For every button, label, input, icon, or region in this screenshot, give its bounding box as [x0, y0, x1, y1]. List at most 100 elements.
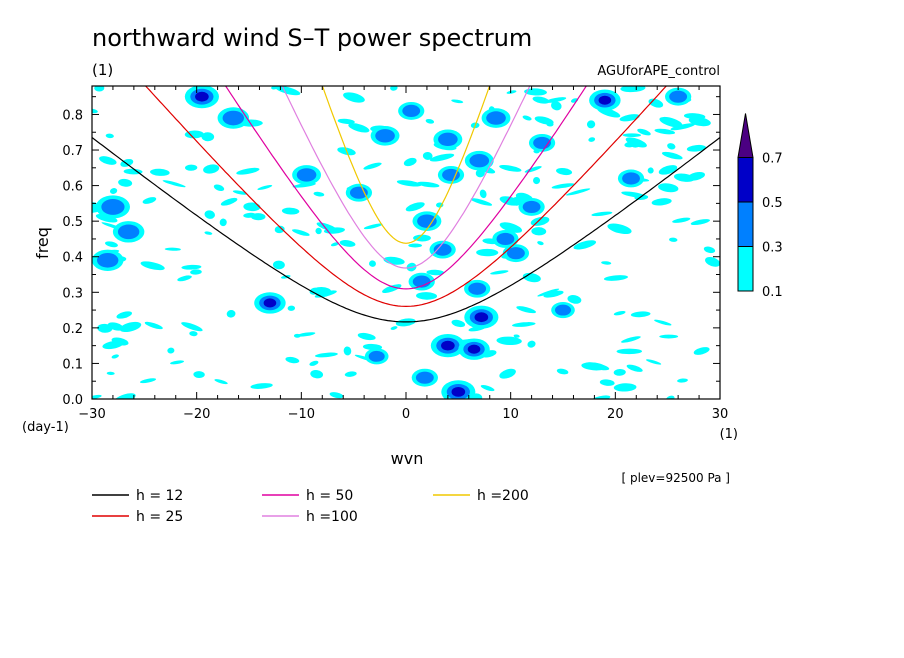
contour-patch-low — [339, 240, 356, 247]
contour-patch-low — [677, 378, 688, 383]
contour-patch-low — [619, 114, 640, 122]
x-axis-title: wvn — [391, 449, 424, 468]
contour-patch-low — [329, 392, 344, 399]
contour-patch-low — [621, 191, 647, 198]
contour-patch-low — [637, 128, 651, 136]
contour-patch-low — [565, 188, 591, 196]
contour-patch-low — [588, 137, 596, 142]
contour-patch-low — [534, 116, 554, 125]
y-tick-label: 0.2 — [62, 322, 83, 337]
contour-patch-low — [309, 287, 320, 295]
contour-patch-low — [658, 165, 678, 175]
contour-patch-low — [573, 240, 597, 250]
contour-patch-low — [630, 311, 651, 318]
contour-patch-low — [543, 290, 564, 298]
x-tick-label: 30 — [712, 407, 729, 422]
contour-patch — [554, 304, 572, 316]
contour-patch-low — [405, 202, 425, 212]
dispersion-curve-100 — [281, 86, 531, 269]
dispersion-curve-12 — [92, 137, 720, 323]
contour-patch-low — [496, 336, 522, 345]
contour-patch-low — [654, 319, 672, 326]
contour-patch-low — [673, 173, 695, 182]
contour-patch-low — [330, 242, 340, 247]
contour-patch-low — [670, 123, 696, 131]
contour-patch — [368, 350, 385, 362]
colorbar-segment — [737, 201, 754, 247]
contour-patch-low — [382, 284, 402, 293]
contour-patch-low — [533, 176, 541, 185]
contour-patch-low — [686, 144, 706, 152]
dispersion-curve-50 — [224, 86, 588, 290]
contour-patch — [222, 110, 245, 126]
x-tick-label: 20 — [607, 407, 624, 422]
contour-patch — [417, 214, 437, 228]
contour-patch-low — [162, 180, 186, 188]
x-tick-label: −30 — [78, 407, 105, 422]
contour-patch-low — [551, 183, 575, 189]
contour-patch-low — [599, 379, 615, 386]
contour-patch-low — [139, 378, 157, 384]
chart-subtitle: (1) — [92, 61, 113, 79]
contour-patch-low — [417, 181, 440, 188]
y-tick-label: 0.6 — [62, 180, 83, 195]
contour-patch-high — [451, 386, 466, 397]
curve-legend: h = 12 h = 25 h = 50 h =100 h =200 — [92, 488, 529, 525]
contour-patch-low — [403, 157, 417, 167]
contour-patch-low — [667, 143, 676, 150]
contour-patch — [349, 186, 368, 199]
contour-patch-low — [511, 322, 536, 327]
dispersion-curve-25 — [144, 86, 668, 308]
contour-patch-low — [142, 197, 157, 204]
contour-patch-low — [204, 210, 216, 219]
contour-patch-high — [474, 312, 489, 323]
contour-patch-low — [499, 368, 516, 379]
contour-patch-low — [426, 269, 445, 276]
contour-patch-low — [499, 222, 523, 233]
contour-patch-low — [310, 369, 324, 379]
y-tick-label: 0.1 — [62, 357, 83, 372]
legend-label: h = 12 — [136, 488, 183, 504]
contour-patch-low — [522, 115, 532, 121]
contour-patch-low — [659, 116, 683, 128]
contour-patch-low — [309, 360, 319, 366]
y-axis: 0.0 0.1 0.2 0.3 0.4 0.5 0.6 0.7 0.8 — [62, 96, 720, 408]
contour-patch-low — [621, 336, 641, 343]
contour-patch-low — [470, 198, 493, 206]
contour-patch-low — [275, 86, 301, 96]
contour-patch-low — [213, 184, 225, 192]
contour-patch-low — [119, 321, 142, 333]
contour-patch — [522, 200, 541, 214]
colorbar: 0.1 0.3 0.5 0.7 — [737, 113, 783, 300]
contour-patch-low — [313, 191, 325, 197]
contour-patch-low — [118, 178, 133, 187]
x-unit-label: (1) — [720, 427, 738, 442]
contour-patch-low — [337, 118, 355, 125]
contour-patch-low — [274, 225, 285, 234]
contour-patch-low — [499, 165, 522, 172]
contour-patch-low — [658, 183, 679, 193]
contour-patch-low — [616, 348, 643, 355]
contour-patch-low — [177, 275, 192, 282]
contour-patch-low — [250, 383, 273, 389]
contour-patch-low — [105, 133, 114, 139]
contour-patch-low — [287, 305, 296, 311]
contour-patch-low — [524, 88, 547, 96]
contour-patch — [669, 90, 688, 103]
contour-patch-low — [544, 97, 567, 103]
contour-patch-low — [659, 334, 679, 339]
contour-patch-low — [107, 322, 124, 331]
contour-patch-high — [263, 298, 277, 308]
colorbar-segment — [737, 157, 754, 203]
contour-patch-low — [646, 359, 662, 365]
contour-patch-low — [591, 211, 613, 217]
contour-patch-low — [170, 360, 185, 365]
x-tick-label: −20 — [183, 407, 210, 422]
contour-patch — [468, 282, 487, 295]
contour-patch-low — [343, 92, 365, 103]
colorbar-extend-arrow — [737, 113, 754, 158]
contour-patch-low — [690, 219, 710, 226]
legend-label: h = 25 — [136, 509, 183, 525]
contour-patch-low — [408, 243, 423, 248]
